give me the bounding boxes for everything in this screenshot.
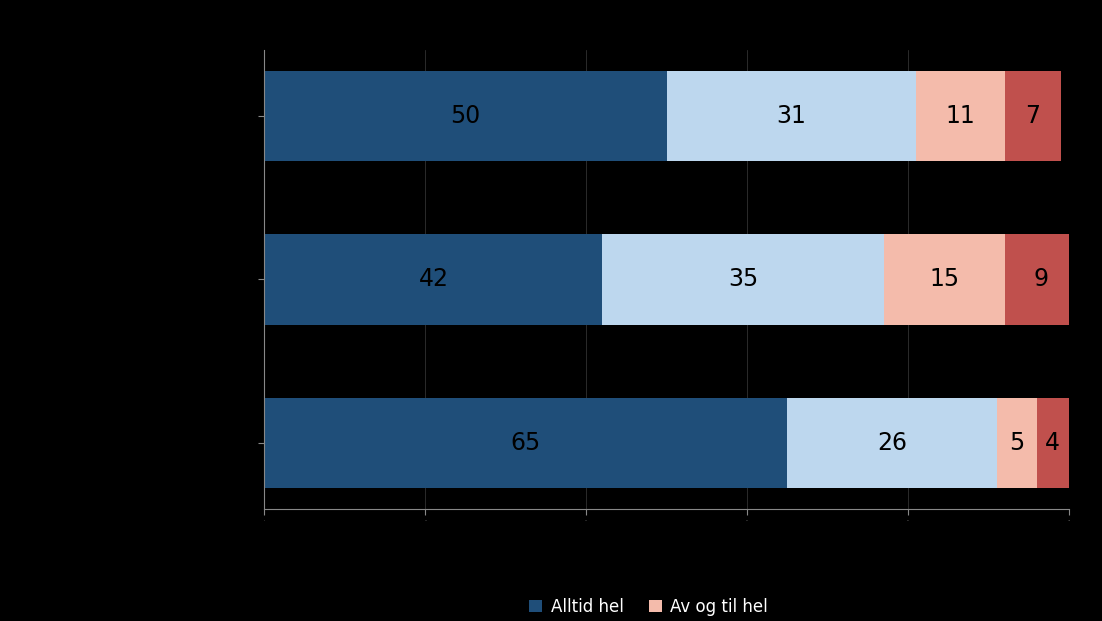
Text: 35: 35 — [728, 268, 758, 291]
Text: 9: 9 — [1034, 268, 1048, 291]
Text: 42: 42 — [419, 268, 449, 291]
Bar — [996, 398, 1037, 488]
Text: 50: 50 — [451, 104, 480, 128]
Legend: Alltid hel, Ofte hel, Av og til hel, Sjelden/aldri hel: Alltid hel, Ofte hel, Av og til hel, Sje… — [522, 591, 811, 621]
Text: 7: 7 — [1025, 104, 1040, 128]
Bar — [1005, 71, 1061, 161]
Bar — [264, 234, 603, 325]
Text: 31: 31 — [777, 104, 807, 128]
Text: 5: 5 — [1009, 431, 1024, 455]
Text: 26: 26 — [877, 431, 907, 455]
Bar — [1037, 398, 1069, 488]
Text: 11: 11 — [946, 104, 975, 128]
Bar — [787, 398, 996, 488]
Text: 65: 65 — [511, 431, 541, 455]
Text: 15: 15 — [929, 268, 960, 291]
Bar — [264, 398, 787, 488]
Bar — [884, 234, 1005, 325]
Bar — [1005, 234, 1077, 325]
Text: 4: 4 — [1046, 431, 1060, 455]
Bar — [264, 71, 667, 161]
Bar — [916, 71, 1005, 161]
Bar — [603, 234, 884, 325]
Bar — [667, 71, 916, 161]
